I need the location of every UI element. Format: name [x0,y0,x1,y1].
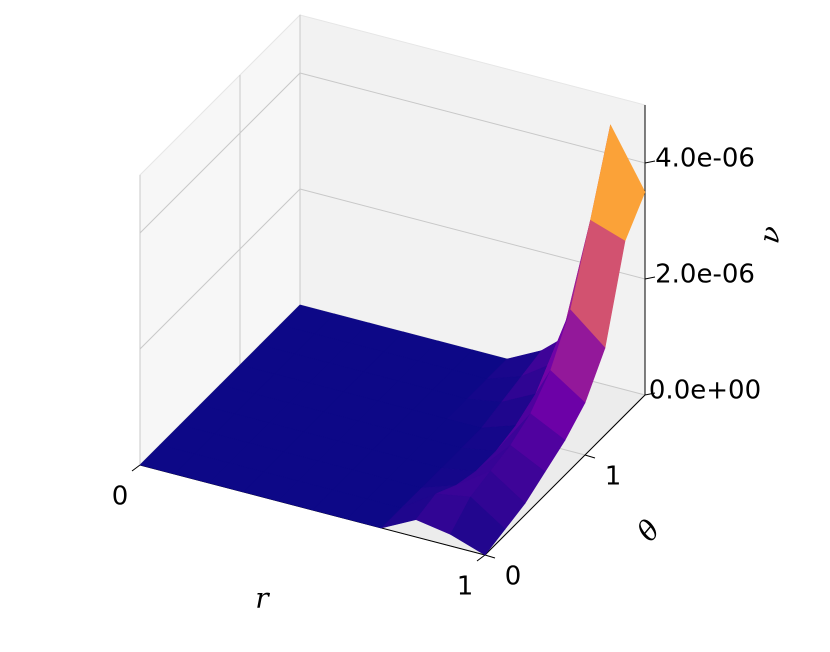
surface-patch [450,496,506,556]
z-tick [644,160,656,164]
grid-line [139,188,301,350]
grid-line [299,72,646,164]
z-axis-label: ν [752,223,787,246]
grid-line [139,72,301,234]
x-tick [131,464,141,472]
surface [139,124,646,556]
z-tick-label: 2.0e-06 [655,260,755,290]
z-tick [644,392,656,396]
z-tick-label: 4.0e-06 [655,144,755,174]
x-tick-label: 0 [112,482,129,512]
axis-line [484,394,646,556]
y-axis-label: θ [630,514,666,548]
z-tick [644,276,656,280]
x-tick [476,554,486,562]
y-tick [584,454,596,459]
z-tick-label: 0.0e+00 [649,376,761,406]
x-axis-label: r [255,582,270,615]
y-tick-label: 0 [505,562,522,592]
y-tick [484,554,496,559]
y-tick-label: 1 [605,462,622,492]
x-tick-label: 1 [457,572,474,602]
